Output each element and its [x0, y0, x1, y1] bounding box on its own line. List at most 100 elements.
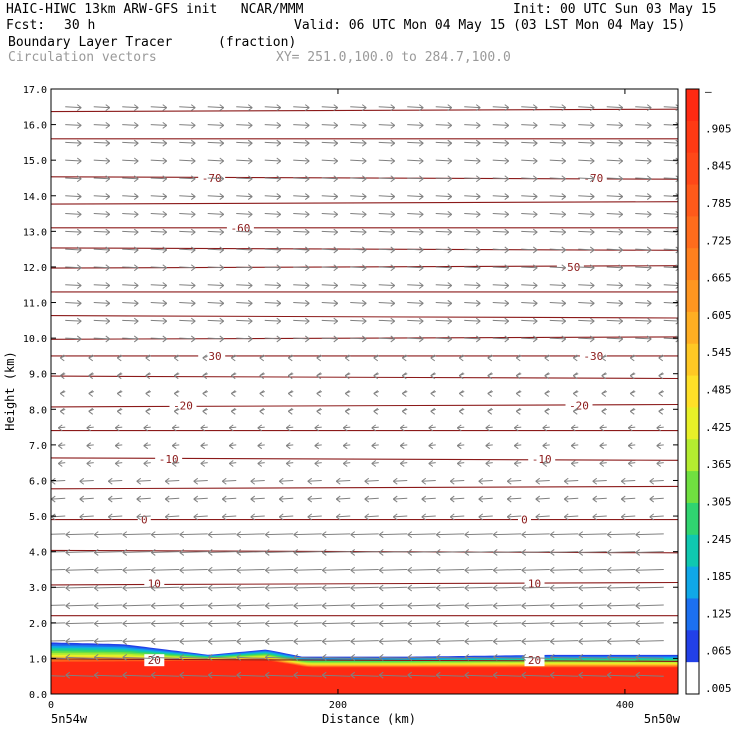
wind-vector-head	[428, 424, 434, 429]
wind-vector-head	[407, 531, 413, 536]
wind-vector	[343, 426, 351, 429]
wind-vector-head	[179, 534, 185, 539]
wind-vector-head	[656, 445, 662, 450]
wind-vector	[407, 284, 424, 287]
wind-vector-head	[293, 531, 299, 536]
wind-vector-head	[447, 338, 453, 343]
wind-vector	[578, 159, 595, 162]
wind-vector-head	[79, 477, 85, 482]
wind-vector-head	[122, 623, 128, 628]
wind-vector	[208, 604, 237, 607]
wind-vector-head	[418, 175, 424, 180]
wind-vector-head	[464, 605, 470, 610]
wind-vector-head	[57, 463, 63, 467]
wind-vector-head	[561, 213, 567, 218]
wind-vector-head	[133, 160, 139, 165]
wind-vector-head	[421, 480, 427, 485]
wind-vector-head	[145, 357, 151, 362]
wind-vector	[492, 141, 509, 144]
wind-vector-head	[247, 210, 253, 215]
wind-vector	[350, 141, 367, 144]
wind-vector-head	[344, 372, 350, 377]
wind-vector-head	[257, 463, 263, 467]
wind-vector	[208, 674, 237, 677]
wind-vector-head	[504, 302, 510, 307]
wind-vector	[150, 302, 167, 304]
wind-vector	[236, 622, 265, 625]
wind-vector-head	[105, 104, 111, 108]
wind-vector-head	[230, 375, 236, 380]
wind-vector	[207, 319, 224, 322]
wind-vector	[379, 586, 408, 589]
wind-vector	[207, 337, 224, 340]
wind-vector-head	[504, 338, 510, 343]
wind-vector	[293, 195, 310, 198]
wind-vector-head	[599, 424, 605, 429]
wind-vector-head	[304, 121, 310, 126]
wind-vector	[493, 586, 522, 589]
wind-vector	[578, 195, 595, 198]
wind-vector	[493, 640, 522, 642]
wind-vector-head	[93, 552, 99, 556]
wind-vector-head	[456, 463, 462, 467]
wind-vector-head	[162, 178, 168, 183]
colorbar-label: .125	[705, 607, 732, 620]
wind-vector-head	[304, 142, 310, 147]
wind-vector-head	[51, 480, 56, 485]
wind-vector	[457, 462, 465, 464]
wind-vector-head	[606, 638, 612, 642]
wind-vector-head	[173, 410, 179, 415]
wind-vector-head	[492, 620, 498, 625]
wind-vector	[628, 444, 636, 447]
wind-vector-head	[207, 623, 213, 628]
wind-vector-head	[316, 393, 322, 397]
wind-vector-head	[133, 139, 139, 144]
wind-vector-head	[435, 531, 441, 536]
wind-vector-head	[150, 654, 156, 658]
wind-vector-head	[578, 620, 584, 625]
wind-vector	[628, 426, 636, 429]
wind-vector-head	[392, 495, 398, 500]
wind-vector-head	[304, 193, 310, 197]
wind-vector-head	[321, 657, 327, 661]
wind-vector-head	[658, 372, 664, 377]
wind-vector-head	[162, 121, 168, 126]
wind-vector-head	[563, 498, 569, 503]
wind-vector	[343, 444, 351, 447]
wind-vector	[151, 551, 180, 553]
wind-vector-head	[133, 282, 139, 286]
wind-vector	[578, 674, 607, 677]
wind-vector-head	[392, 477, 398, 482]
wind-vector	[293, 141, 310, 144]
wind-vector-head	[532, 142, 538, 147]
wind-vector-head	[59, 354, 65, 359]
wind-vector-head	[190, 196, 196, 200]
wind-vector	[236, 266, 253, 269]
wind-vector-head	[202, 372, 208, 377]
wind-vector-head	[190, 302, 196, 307]
wind-vector-head	[606, 620, 612, 625]
wind-vector-head	[447, 160, 453, 165]
wind-vector-head	[133, 142, 139, 147]
wind-vector-head	[236, 657, 242, 661]
wind-vector-head	[150, 674, 156, 679]
wind-vector-head	[105, 264, 111, 269]
wind-vector-head	[333, 175, 339, 180]
wind-vector-head	[592, 480, 598, 485]
wind-vector-head	[65, 657, 71, 661]
wind-vector-head	[57, 427, 63, 432]
wind-vector-head	[230, 357, 236, 362]
wind-vector	[207, 177, 224, 180]
wind-vector	[435, 159, 452, 162]
wind-vector-head	[304, 157, 310, 162]
wind-vector-head	[601, 407, 607, 412]
wind-vector-head	[418, 228, 424, 233]
wind-vector-head	[179, 657, 185, 661]
wind-vector	[322, 533, 351, 536]
wind-vector-head	[449, 498, 455, 503]
wind-vector	[621, 515, 636, 518]
wind-vector	[136, 479, 151, 482]
wind-vector-head	[361, 249, 367, 254]
wind-vector	[293, 284, 310, 287]
wind-vector-head	[521, 534, 527, 539]
